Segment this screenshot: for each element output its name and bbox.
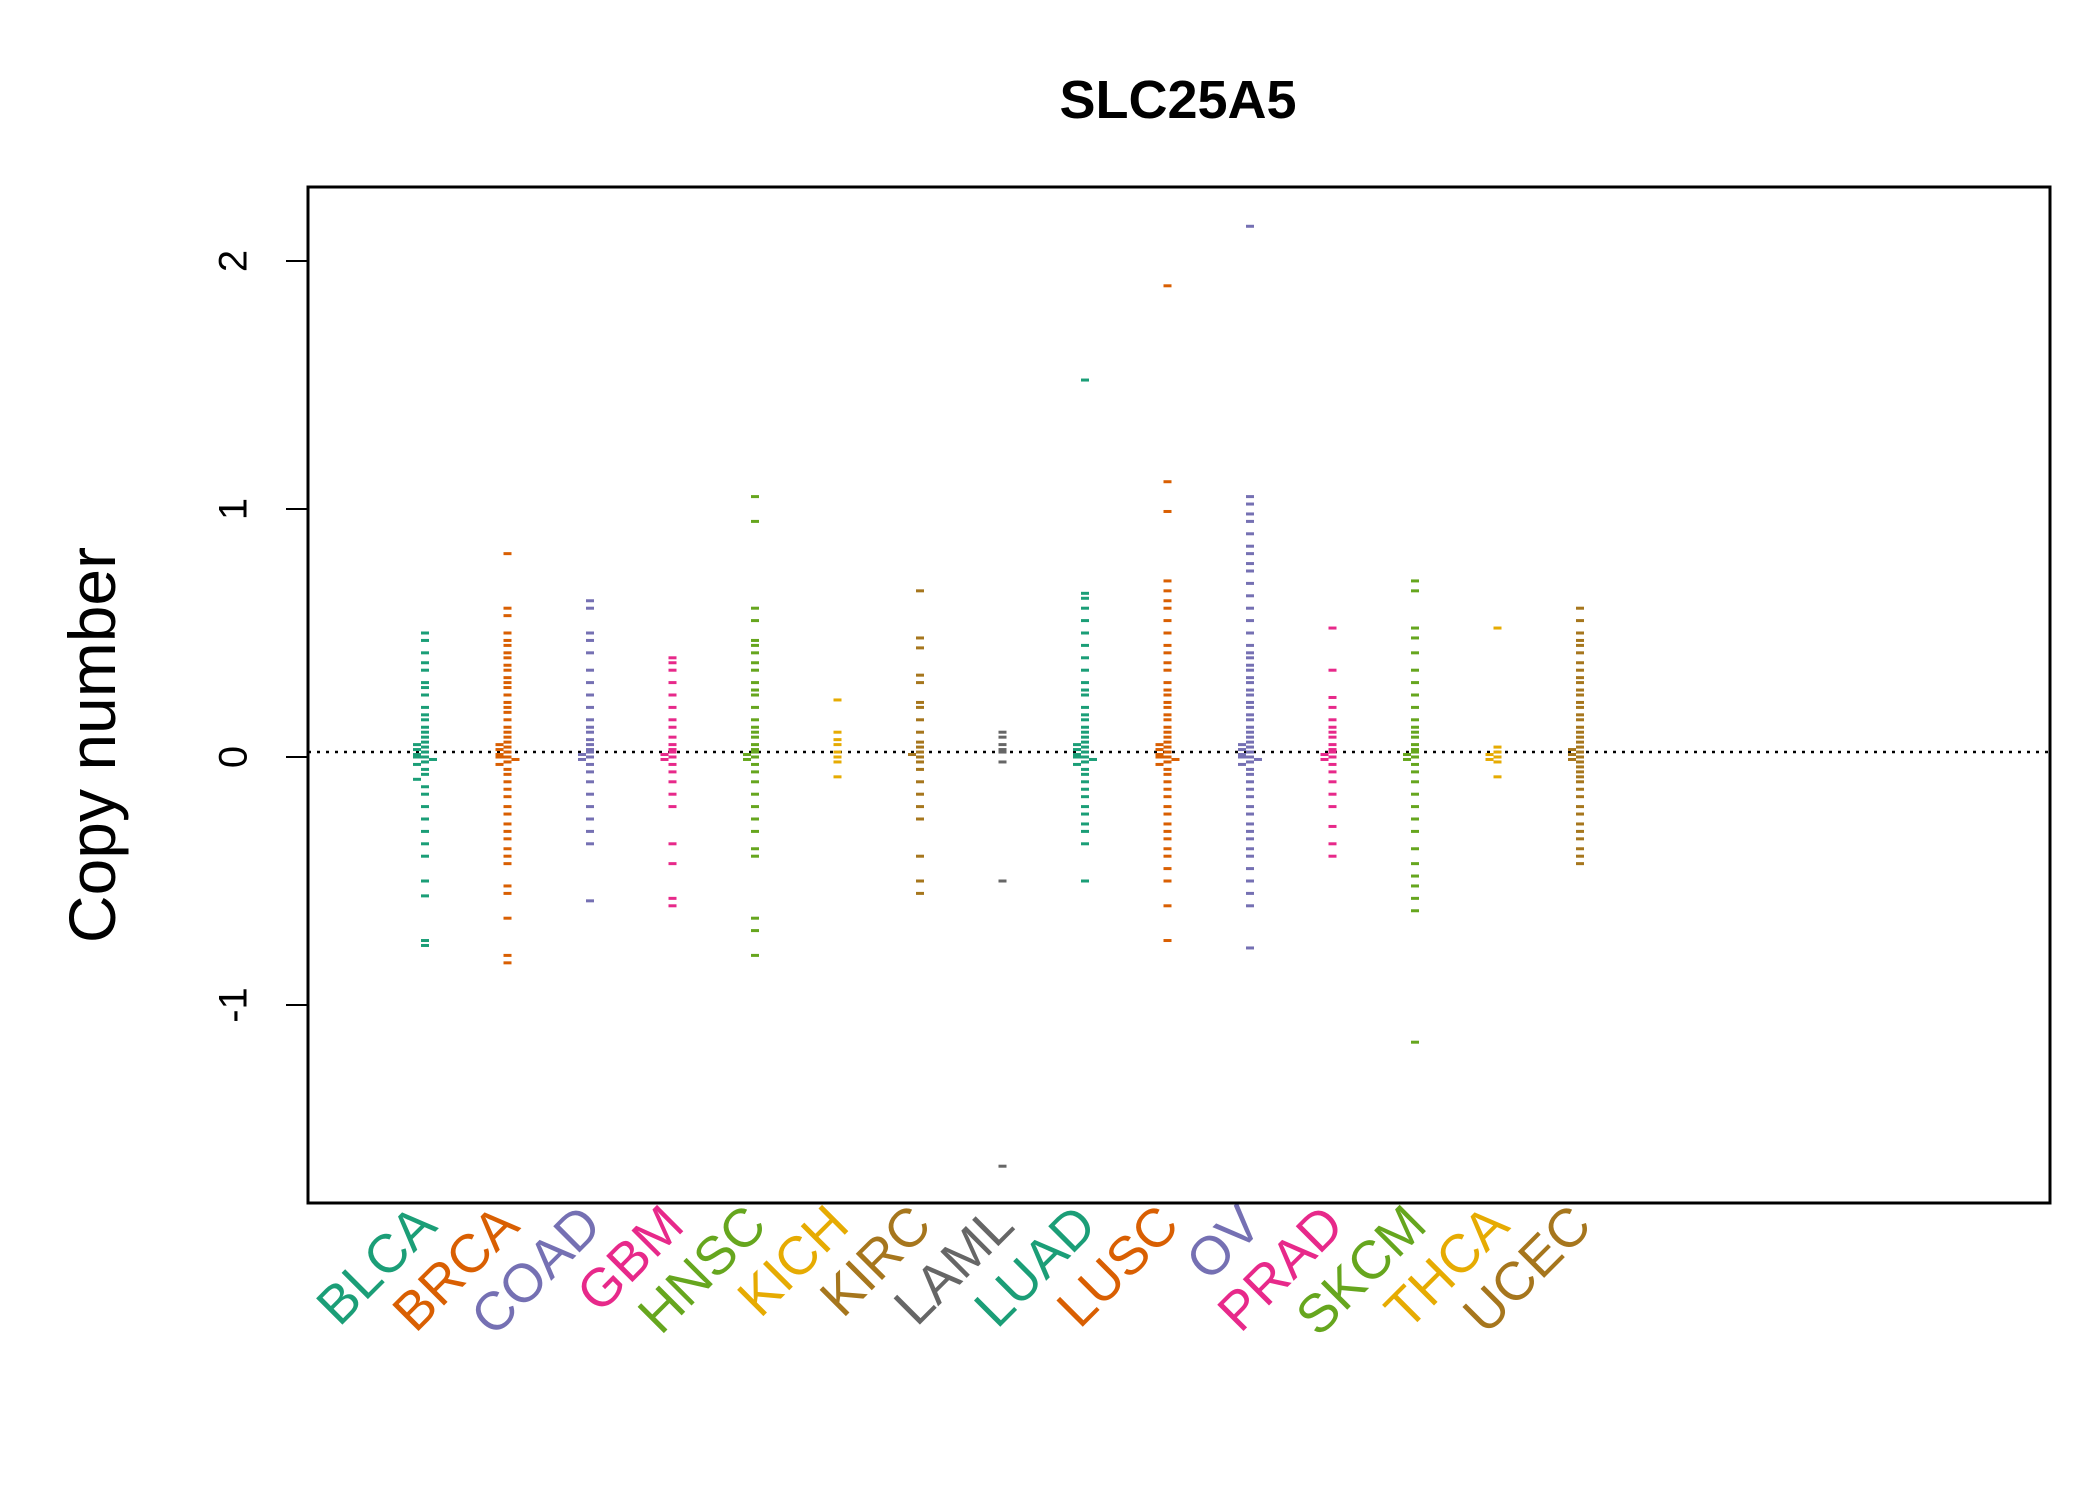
- y-axis: -1 0 1 2: [212, 250, 309, 1023]
- y-axis-label: Copy number: [55, 547, 129, 943]
- y-tick-label: 1: [212, 498, 256, 520]
- data-points: [413, 224, 1584, 1168]
- plot-frame: [306, 185, 2052, 1205]
- y-tick-label: 2: [212, 250, 256, 272]
- y-tick-label: -1: [212, 987, 256, 1023]
- x-axis-category-labels: BLCABRCACOADGBMHNSCKICHKIRCLAMLLUADLUSCO…: [305, 1194, 1602, 1347]
- y-tick-label: 0: [212, 746, 256, 768]
- chart-title: SLC25A5: [1059, 70, 1296, 130]
